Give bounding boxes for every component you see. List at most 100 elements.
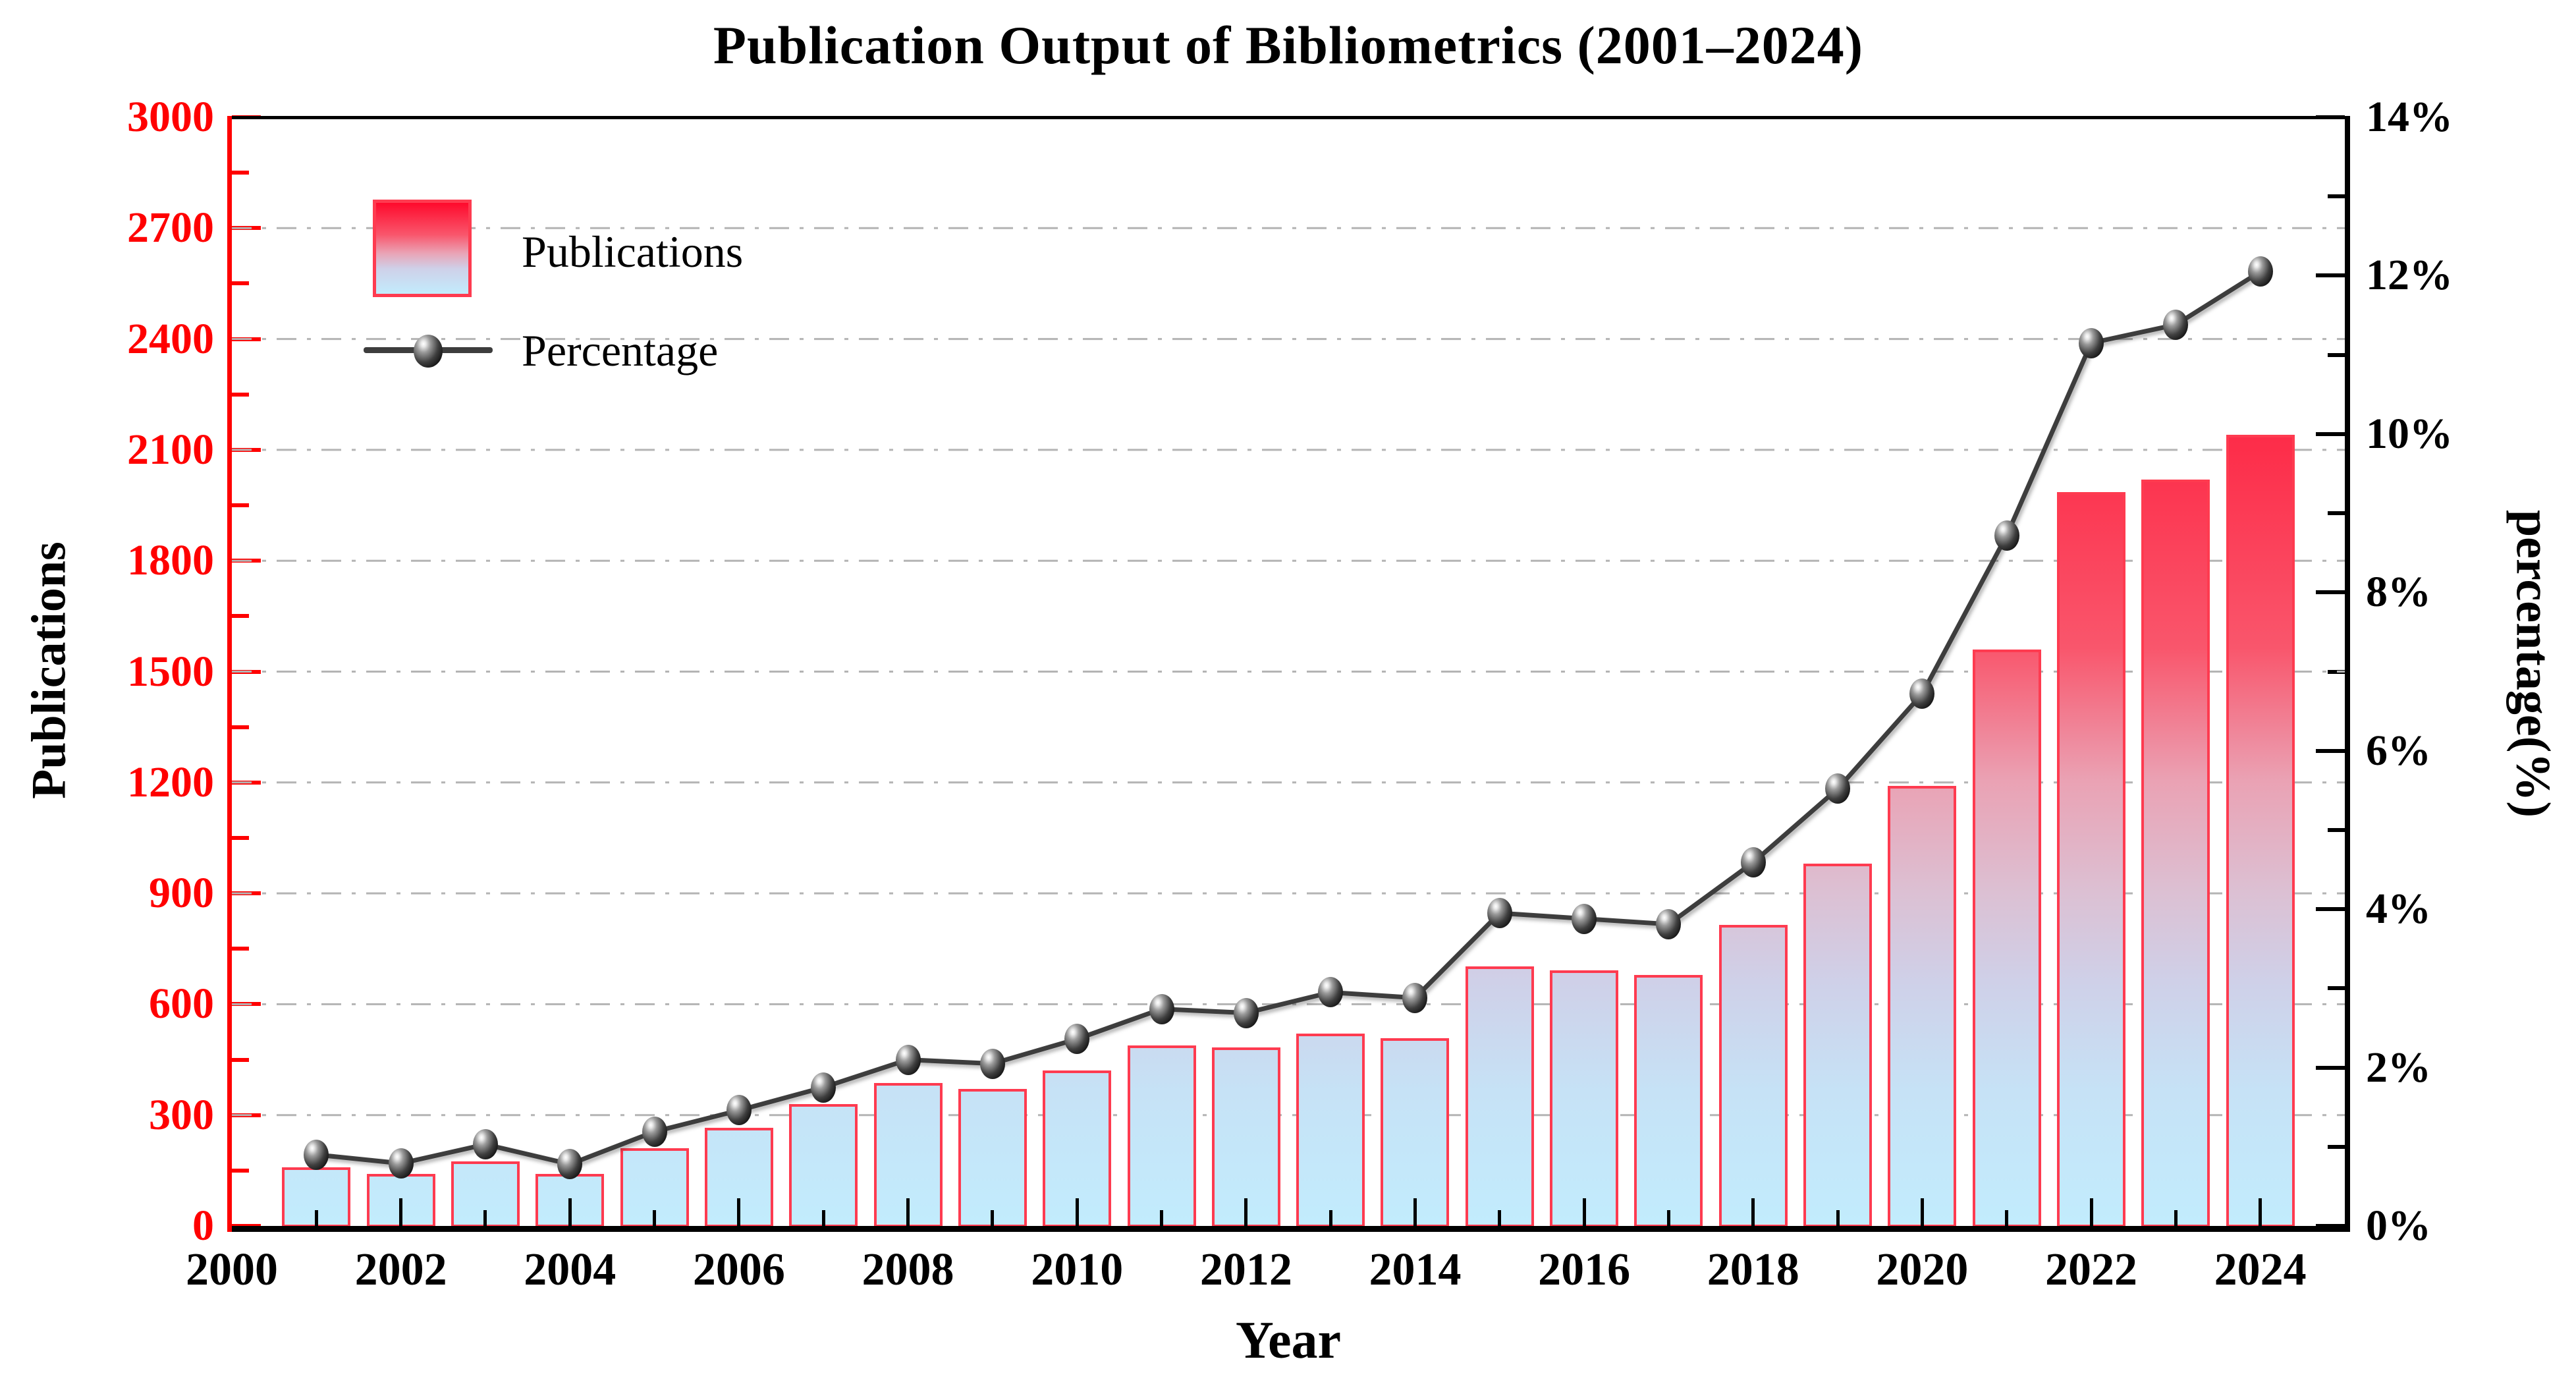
left-tick-450 <box>232 1057 249 1062</box>
left-tick-label-2100: 2100 <box>127 425 214 474</box>
bar-2021 <box>1972 649 2041 1227</box>
bar-2017 <box>1634 975 1703 1227</box>
right-tick-1 <box>2328 1144 2345 1149</box>
right-tick-4 <box>2316 907 2345 912</box>
percentage-point-2022 <box>2079 327 2104 358</box>
percentage-legend-line <box>364 335 493 368</box>
right-tick-3 <box>2328 986 2345 991</box>
bar-2011 <box>1127 1045 1196 1227</box>
x-tick-label-2018: 2018 <box>1707 1244 1799 1295</box>
right-tick-label-12: 12% <box>2366 251 2453 300</box>
percentage-point-2021 <box>1994 520 2019 551</box>
right-tick-2 <box>2316 1065 2345 1070</box>
bar-2014 <box>1381 1038 1450 1227</box>
percentage-point-2013 <box>1318 977 1344 1008</box>
bar-2024 <box>2226 435 2295 1227</box>
x-tick-label-2002: 2002 <box>354 1244 447 1295</box>
x-minor-tick-2011 <box>1160 1210 1164 1226</box>
percentage-point-2018 <box>1740 847 1766 878</box>
x-tick-label-2000: 2000 <box>186 1244 278 1295</box>
left-tick-750 <box>232 947 249 951</box>
axis-top <box>232 116 2345 119</box>
percentage-point-2006 <box>726 1095 752 1126</box>
percentage-point-2023 <box>2163 309 2189 340</box>
right-tick-label-10: 10% <box>2366 409 2453 458</box>
percentage-legend-label: Percentage <box>522 325 719 375</box>
left-tick-2850 <box>232 171 249 175</box>
x-minor-tick-2022 <box>2089 1198 2093 1226</box>
left-tick-1650 <box>232 614 249 619</box>
percentage-point-2010 <box>1064 1024 1090 1055</box>
percentage-point-2003 <box>472 1129 498 1160</box>
x-minor-tick-2017 <box>1666 1210 1670 1226</box>
percentage-point-2001 <box>304 1139 329 1170</box>
percentage-point-2014 <box>1402 982 1428 1013</box>
bar-2016 <box>1550 970 1619 1227</box>
x-tick-label-2004: 2004 <box>524 1244 617 1295</box>
x-minor-tick-2007 <box>821 1210 825 1226</box>
left-tick-1050 <box>232 835 249 840</box>
percentage-legend-marker-icon <box>414 335 443 368</box>
left-tick-label-3000: 3000 <box>127 93 214 141</box>
x-tick-label-2010: 2010 <box>1031 1244 1124 1295</box>
percentage-point-2012 <box>1233 997 1259 1028</box>
x-tick-label-2022: 2022 <box>2045 1244 2138 1295</box>
right-tick-5 <box>2328 827 2345 832</box>
percentage-point-2005 <box>642 1116 667 1147</box>
left-tick-1950 <box>232 503 249 508</box>
percentage-point-2017 <box>1656 908 1682 939</box>
x-tick-label-2016: 2016 <box>1538 1244 1631 1295</box>
left-tick-label-1800: 1800 <box>127 536 214 585</box>
percentage-point-2024 <box>2247 256 2273 287</box>
left-tick-1350 <box>232 725 249 729</box>
left-tick-label-0: 0 <box>192 1202 214 1250</box>
right-tick-11 <box>2328 352 2345 357</box>
x-tick-label-2020: 2020 <box>1876 1244 1969 1295</box>
right-tick-label-0: 0% <box>2366 1202 2431 1250</box>
x-minor-tick-2019 <box>1836 1210 1840 1226</box>
bar-2015 <box>1465 966 1534 1227</box>
left-tick-2250 <box>232 392 249 397</box>
x-tick-label-2006: 2006 <box>692 1244 785 1295</box>
right-tick-8 <box>2316 590 2345 595</box>
axis-left <box>227 116 232 1232</box>
right-tick-13 <box>2328 194 2345 199</box>
x-minor-tick-2020 <box>1920 1198 1924 1226</box>
x-minor-tick-2004 <box>568 1198 572 1226</box>
right-tick-label-8: 8% <box>2366 568 2431 617</box>
percentage-point-2008 <box>895 1044 921 1075</box>
bar-2019 <box>1803 864 1873 1227</box>
left-tick-150 <box>232 1168 249 1173</box>
percentage-point-2002 <box>388 1148 414 1179</box>
bar-2018 <box>1718 925 1788 1227</box>
x-minor-tick-2023 <box>2174 1210 2178 1226</box>
x-tick-label-2014: 2014 <box>1369 1244 1462 1295</box>
x-minor-tick-2016 <box>1582 1198 1586 1226</box>
left-tick-label-900: 900 <box>149 869 214 918</box>
x-minor-tick-2010 <box>1075 1198 1079 1226</box>
x-minor-tick-2001 <box>314 1210 318 1226</box>
x-axis-label: Year <box>1236 1312 1341 1370</box>
right-tick-10 <box>2316 431 2345 436</box>
left-tick-label-600: 600 <box>149 980 214 1028</box>
percentage-point-2009 <box>979 1048 1005 1079</box>
bar-2022 <box>2057 492 2126 1227</box>
x-minor-tick-2002 <box>399 1198 403 1226</box>
percentage-point-2019 <box>1825 773 1851 804</box>
x-minor-tick-2003 <box>483 1210 487 1226</box>
percentage-point-2004 <box>557 1149 583 1180</box>
left-tick-label-2400: 2400 <box>127 314 214 363</box>
percentage-point-2007 <box>811 1072 836 1103</box>
left-tick-label-1500: 1500 <box>127 647 214 696</box>
x-tick-label-2012: 2012 <box>1199 1244 1292 1295</box>
axis-right <box>2345 116 2350 1232</box>
x-minor-tick-2013 <box>1329 1210 1332 1226</box>
right-tick-label-6: 6% <box>2366 726 2431 775</box>
bar-2020 <box>1888 786 1957 1227</box>
bar-2023 <box>2141 479 2210 1227</box>
x-minor-tick-2008 <box>906 1198 910 1226</box>
axis-bottom <box>229 1226 2347 1232</box>
percentage-point-2015 <box>1487 898 1512 929</box>
